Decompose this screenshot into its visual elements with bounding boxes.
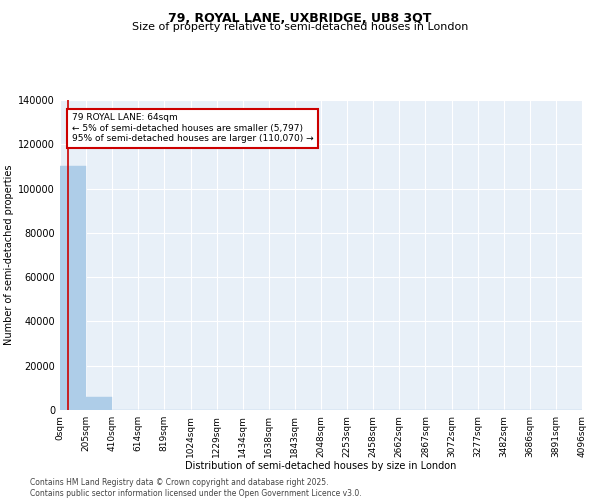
Text: Size of property relative to semi-detached houses in London: Size of property relative to semi-detach… <box>132 22 468 32</box>
Text: Contains HM Land Registry data © Crown copyright and database right 2025.
Contai: Contains HM Land Registry data © Crown c… <box>30 478 362 498</box>
Text: 79, ROYAL LANE, UXBRIDGE, UB8 3QT: 79, ROYAL LANE, UXBRIDGE, UB8 3QT <box>169 12 431 26</box>
Bar <box>60 166 86 410</box>
Y-axis label: Number of semi-detached properties: Number of semi-detached properties <box>4 165 14 345</box>
X-axis label: Distribution of semi-detached houses by size in London: Distribution of semi-detached houses by … <box>185 461 457 471</box>
Bar <box>86 397 112 410</box>
Text: 79 ROYAL LANE: 64sqm
← 5% of semi-detached houses are smaller (5,797)
95% of sem: 79 ROYAL LANE: 64sqm ← 5% of semi-detach… <box>72 114 314 143</box>
